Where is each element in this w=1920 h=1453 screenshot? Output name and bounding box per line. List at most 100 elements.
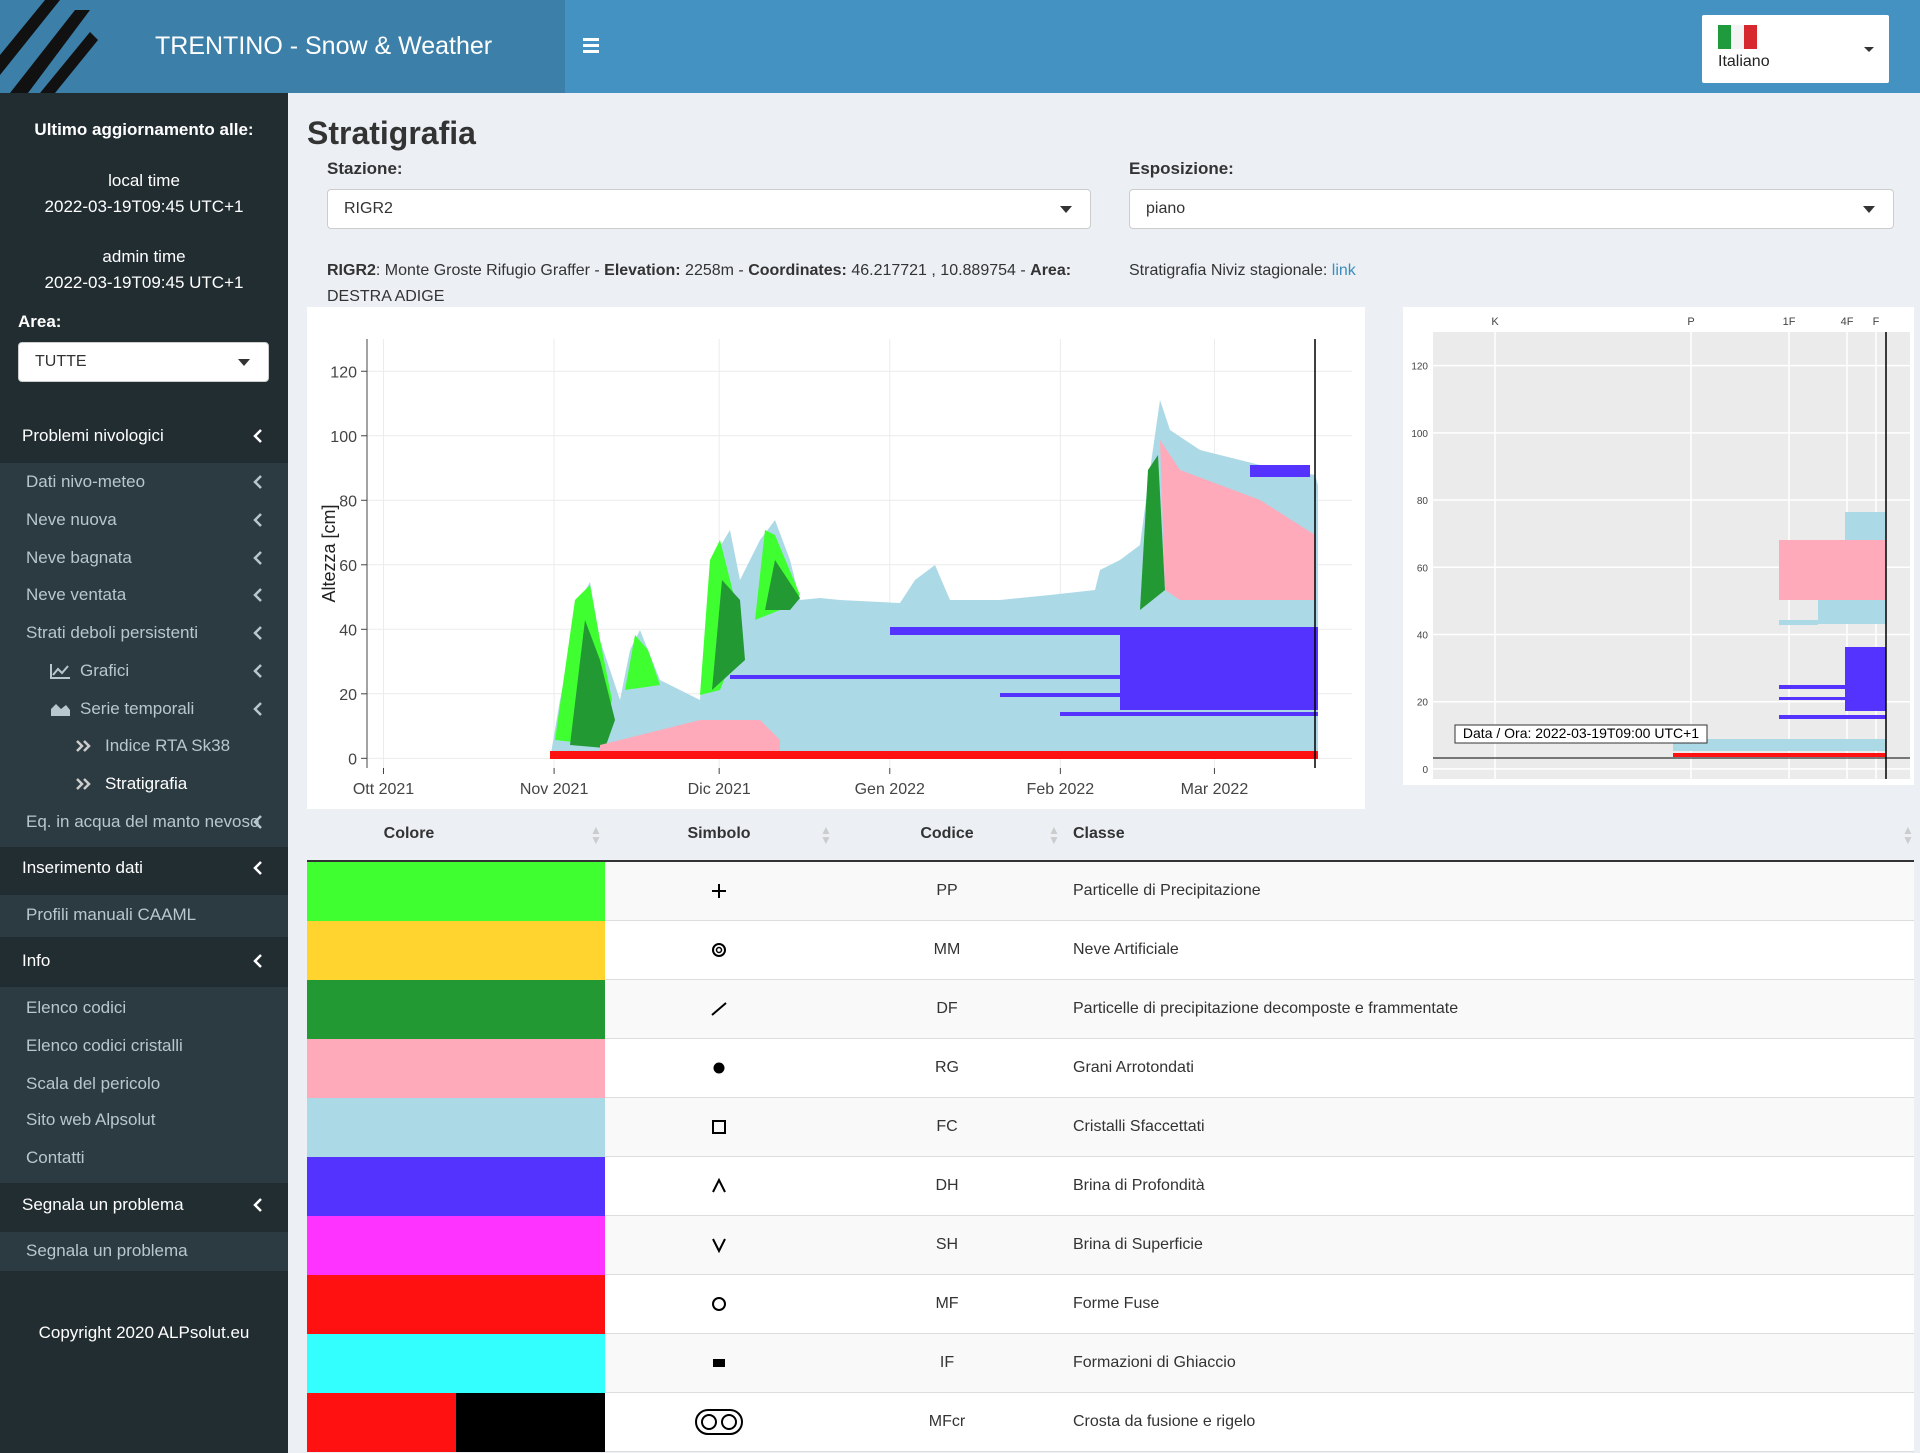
menu-item[interactable]: Dati nivo-meteo [26, 472, 146, 491]
niviz: Stratigrafia Niviz stagionale: link [1129, 258, 1356, 284]
symbol [712, 1177, 726, 1193]
sort-icon: ▲ ▼ [1048, 823, 1060, 847]
menu-item[interactable]: Contatti [26, 1148, 85, 1167]
menu-item[interactable]: Inserimento dati [22, 858, 143, 877]
hardness-label: 1F [1783, 316, 1796, 328]
symbol [712, 884, 726, 898]
code: PP [936, 882, 958, 899]
menu-item[interactable]: Scala del pericolo [26, 1074, 161, 1093]
copyright: Copyright 2020 ALPsolut.eu [38, 1323, 250, 1342]
exposure-value: piano [1146, 200, 1186, 217]
menu-item[interactable]: Serie temporali [80, 699, 195, 718]
symbol [712, 943, 726, 957]
logo [0, 0, 98, 93]
icon [51, 704, 70, 716]
class: Brina di Profondità [1073, 1177, 1205, 1194]
chevron [253, 429, 262, 443]
column-header[interactable]: Simbolo [687, 825, 751, 842]
icon [76, 740, 91, 752]
area-select[interactable]: TUTTE [18, 342, 269, 382]
x-tick-label: Mar 2022 [1181, 781, 1249, 798]
area: DESTRA ADIGE [327, 288, 445, 305]
menu-item[interactable]: Grafici [80, 661, 130, 680]
symbol [712, 1120, 726, 1134]
menu-item[interactable]: Problemi nivologici [22, 426, 164, 445]
station-name: : Monte Groste Rifugio Graffer - [375, 262, 605, 279]
stratigraphy-chart: 0 20 40 60 80 100 120 Ott 2021 Nov 2021 Dic 2021 G… [307, 307, 1365, 809]
chevron [253, 626, 262, 640]
station-select[interactable]: RIGR2 [327, 189, 1091, 229]
coordinates: 46.217721 , 10.889754 - [846, 262, 1031, 279]
tooltip: Data / Ora: 2022-03-19T09:00 UTC+1 [1463, 725, 1699, 741]
icon [50, 664, 70, 679]
niviz-link[interactable]: link [1331, 262, 1356, 279]
chevron [253, 475, 262, 489]
menu-item[interactable]: Elenco codici cristalli [26, 1036, 183, 1055]
symbol [712, 1238, 726, 1254]
menu-item[interactable]: Sito web Alpsolut [26, 1110, 156, 1129]
x-tick-label: Dic 2021 [688, 781, 751, 798]
class: Crosta da fusione e rigelo [1073, 1413, 1256, 1430]
menu-item[interactable]: Segnala un problema [26, 1241, 188, 1260]
profile-chart: 0 20 40 60 80 100 120 K P 1F 4F F Data / Ora: 2022-… [1403, 307, 1914, 785]
icon [76, 778, 91, 790]
language-select[interactable]: Italiano [1702, 15, 1889, 83]
menu-item[interactable]: Neve nuova [26, 510, 117, 529]
chevron [253, 551, 262, 565]
y-tick-label: 120 [330, 364, 357, 381]
hardness-label: 4F [1841, 316, 1854, 328]
symbol [712, 1297, 726, 1311]
logo-bar: TRENTINO - Snow & Weather [0, 0, 565, 93]
menu-item[interactable]: Indice RTA Sk38 [105, 736, 231, 755]
y-tick-label: 80 [1417, 496, 1429, 507]
color-swatch [307, 1098, 605, 1157]
color-swatch [456, 1393, 605, 1452]
sort-icon: ▲ ▼ [820, 823, 832, 847]
profile-layers [1433, 332, 1910, 779]
color-swatch [307, 1216, 605, 1275]
column-header[interactable]: Colore [383, 825, 435, 842]
y-tick-label: 0 [348, 751, 357, 768]
y-tick-label: 20 [339, 687, 357, 704]
menu-item[interactable]: Stratigrafia [105, 774, 188, 793]
code: SH [935, 1236, 959, 1253]
y-tick-label: 20 [1417, 698, 1429, 709]
column-header[interactable]: Codice [920, 825, 974, 842]
menu-item[interactable]: Segnala un problema [22, 1195, 184, 1214]
admin-time-label: admin time [102, 247, 186, 266]
hardness-label: F [1873, 316, 1880, 328]
menu-item[interactable]: Info [22, 951, 51, 970]
chevron [253, 702, 262, 716]
menu-item[interactable]: Strati deboli persistenti [26, 623, 198, 642]
y-tick-label: 120 [1411, 362, 1428, 373]
class: Formazioni di Ghiaccio [1073, 1354, 1236, 1371]
menu-item[interactable]: Neve ventata [26, 585, 127, 604]
menu-item[interactable]: Neve bagnata [26, 548, 132, 567]
symbol [713, 1062, 725, 1074]
sort-icon: ▲ ▼ [1902, 823, 1914, 847]
coordinates-label: Coordinates: [748, 262, 847, 279]
code: IF [939, 1354, 955, 1371]
flag [1718, 25, 1757, 49]
x-tick-label: Nov 2021 [520, 781, 589, 798]
y-tick-label: 60 [1417, 563, 1429, 574]
local-time: 2022-03-19T09:45 UTC+1 [44, 197, 244, 216]
menu-item[interactable]: Elenco codici [26, 998, 127, 1017]
menu-item[interactable]: Eq. in acqua del manto nevoso [26, 812, 260, 831]
area-label: Area: [1030, 262, 1072, 279]
class: Grani Arrotondati [1073, 1059, 1194, 1076]
submenu-bg [0, 895, 288, 937]
color-swatch [307, 921, 605, 980]
exposure-select[interactable]: piano [1129, 189, 1894, 229]
page-title: Stratigrafia [307, 115, 476, 151]
column-header[interactable]: Classe [1073, 825, 1125, 842]
menu-item[interactable]: Profili manuali CAAML [26, 905, 197, 924]
y-tick-label: 100 [330, 429, 357, 446]
y-tick-label: 80 [339, 493, 357, 510]
menu-toggle[interactable] [583, 38, 601, 54]
code: MF [935, 1295, 959, 1312]
chevron [253, 664, 262, 678]
symbol [711, 1002, 727, 1016]
tooltip-box [1454, 724, 1708, 744]
